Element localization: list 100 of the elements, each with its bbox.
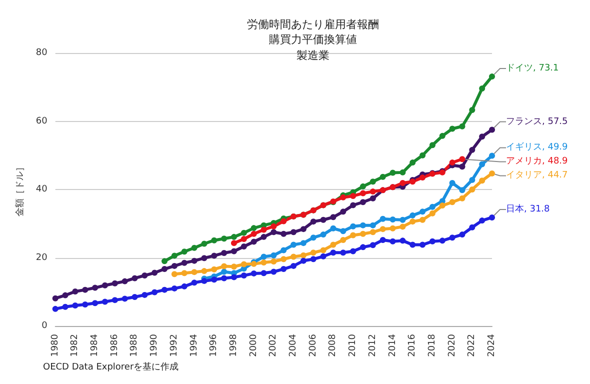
- point: [330, 225, 336, 232]
- x-tick-label: 1984: [90, 334, 100, 357]
- point: [380, 226, 386, 232]
- data-label: アメリカ, 48.9: [506, 156, 568, 167]
- point: [340, 208, 346, 215]
- point: [479, 134, 486, 140]
- point: [52, 306, 58, 312]
- point: [360, 244, 366, 250]
- point: [370, 229, 376, 236]
- point: [240, 261, 247, 268]
- point: [270, 268, 277, 275]
- point: [171, 285, 178, 292]
- point: [181, 283, 188, 290]
- x-tick-label: 2006: [308, 334, 318, 357]
- point: [390, 170, 396, 176]
- point: [290, 254, 297, 260]
- x-tick-label: 1986: [110, 334, 120, 357]
- point: [479, 178, 486, 184]
- point: [191, 244, 198, 251]
- point: [280, 230, 287, 237]
- point: [230, 274, 237, 280]
- point: [429, 238, 436, 244]
- point: [221, 263, 228, 270]
- point: [449, 160, 456, 166]
- point: [270, 223, 277, 230]
- point: [410, 160, 416, 166]
- point: [201, 240, 208, 247]
- point: [201, 255, 208, 262]
- point: [221, 275, 228, 282]
- point: [400, 180, 406, 186]
- point: [152, 270, 158, 276]
- point: [320, 216, 326, 223]
- chart-title: 労働時間あたり雇用者報酬購買力平価換算値: [247, 18, 379, 46]
- point: [459, 232, 466, 238]
- point: [240, 230, 247, 236]
- point: [152, 289, 158, 296]
- point: [420, 242, 426, 248]
- point: [211, 276, 218, 283]
- point: [360, 183, 366, 190]
- point: [181, 270, 188, 276]
- point: [449, 126, 456, 132]
- point: [92, 284, 98, 291]
- point: [211, 266, 218, 272]
- x-tick-label: 2022: [467, 334, 478, 357]
- x-tick-label: 2014: [388, 334, 398, 357]
- point: [82, 302, 88, 308]
- point: [469, 186, 476, 192]
- point: [290, 229, 297, 236]
- point: [479, 161, 486, 168]
- point: [350, 223, 356, 230]
- point: [300, 258, 306, 264]
- point: [350, 192, 356, 199]
- point: [400, 216, 406, 223]
- x-tick-label: 1980: [50, 334, 60, 357]
- point: [260, 270, 267, 276]
- point: [310, 250, 316, 256]
- point: [360, 199, 366, 206]
- point: [142, 292, 148, 298]
- point: [469, 146, 476, 153]
- point: [300, 240, 306, 246]
- point: [201, 268, 208, 274]
- point: [191, 258, 198, 264]
- x-tick-label: 1990: [150, 334, 160, 357]
- point: [370, 178, 376, 185]
- chart-subtitle: 製造業: [296, 49, 330, 62]
- point: [469, 224, 476, 230]
- point: [122, 278, 128, 284]
- y-tick-label: 80: [36, 48, 48, 58]
- x-tick-label: 2020: [447, 334, 458, 357]
- point: [489, 74, 495, 80]
- point: [240, 272, 247, 278]
- point: [439, 132, 446, 139]
- point: [230, 264, 237, 270]
- point: [300, 252, 306, 258]
- x-tick-label: 1994: [189, 334, 200, 357]
- point: [310, 256, 316, 262]
- point: [270, 252, 277, 258]
- point: [162, 286, 168, 293]
- point: [122, 296, 128, 302]
- point: [250, 225, 257, 232]
- point: [290, 242, 297, 248]
- point: [390, 225, 396, 232]
- point: [211, 237, 218, 244]
- point: [112, 297, 118, 304]
- point: [380, 174, 386, 180]
- point: [191, 269, 198, 276]
- point: [72, 302, 78, 309]
- data-label: イタリア, 44.7: [506, 170, 568, 181]
- point: [280, 266, 287, 272]
- point: [390, 216, 396, 223]
- point: [191, 280, 198, 286]
- point: [260, 254, 267, 260]
- point: [410, 218, 416, 225]
- point: [290, 262, 297, 269]
- x-tick-label: 2004: [288, 334, 299, 357]
- point: [320, 253, 326, 260]
- point: [280, 256, 287, 262]
- point: [370, 195, 376, 202]
- point: [320, 232, 326, 238]
- point: [171, 271, 178, 278]
